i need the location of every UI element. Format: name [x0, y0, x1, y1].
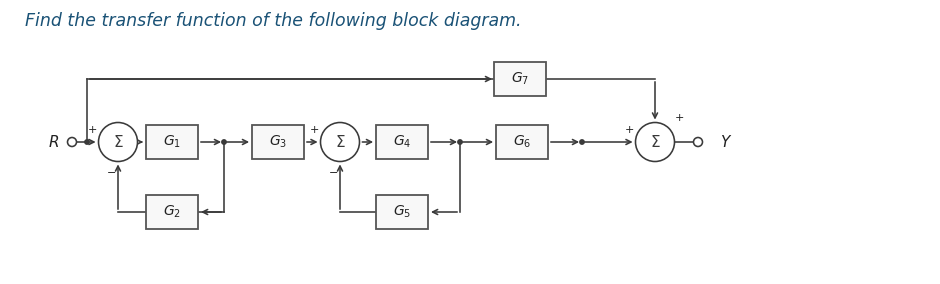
Text: $\Sigma$: $\Sigma$ — [113, 134, 123, 150]
Text: $G_2$: $G_2$ — [163, 204, 181, 220]
Circle shape — [458, 140, 462, 144]
Circle shape — [635, 122, 675, 162]
Text: Find the transfer function of the following block diagram.: Find the transfer function of the follow… — [25, 12, 522, 30]
Text: +: + — [675, 112, 684, 122]
FancyBboxPatch shape — [146, 195, 198, 229]
Text: $G_1$: $G_1$ — [163, 134, 181, 150]
Text: $R$: $R$ — [49, 134, 59, 150]
Circle shape — [99, 122, 137, 162]
Text: $\Sigma$: $\Sigma$ — [650, 134, 660, 150]
Text: $Y$: $Y$ — [720, 134, 732, 150]
Circle shape — [222, 140, 227, 144]
Text: +: + — [87, 125, 97, 135]
Text: +: + — [625, 125, 634, 135]
Circle shape — [580, 140, 584, 144]
Text: +: + — [310, 125, 320, 135]
FancyBboxPatch shape — [376, 125, 428, 159]
Text: $G_4$: $G_4$ — [393, 134, 411, 150]
Text: $G_7$: $G_7$ — [511, 71, 529, 87]
Text: $G_3$: $G_3$ — [269, 134, 287, 150]
FancyBboxPatch shape — [494, 62, 546, 96]
FancyBboxPatch shape — [252, 125, 304, 159]
FancyBboxPatch shape — [376, 195, 428, 229]
FancyBboxPatch shape — [496, 125, 548, 159]
Circle shape — [321, 122, 359, 162]
Circle shape — [68, 137, 76, 147]
Circle shape — [85, 140, 89, 144]
Circle shape — [694, 137, 702, 147]
Text: $\Sigma$: $\Sigma$ — [335, 134, 345, 150]
Text: $G_5$: $G_5$ — [393, 204, 411, 220]
Text: $-$: $-$ — [106, 166, 116, 176]
Text: $-$: $-$ — [328, 166, 338, 176]
Text: $G_6$: $G_6$ — [513, 134, 531, 150]
FancyBboxPatch shape — [146, 125, 198, 159]
